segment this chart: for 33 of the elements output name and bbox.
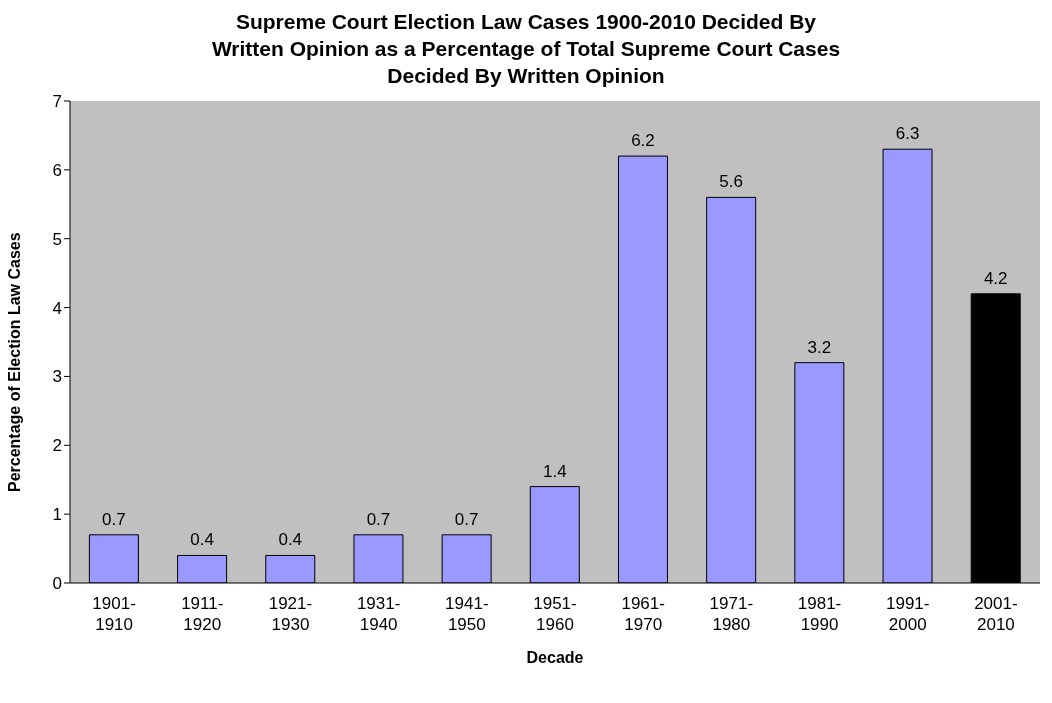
y-tick-label: 1: [52, 505, 62, 525]
data-label: 5.6: [719, 172, 743, 192]
chart-title: Supreme Court Election Law Cases 1900-2010 Decided By Written Opinion as a Percentage of Total Supreme Court Cases Decided By Written Opinion: [210, 9, 842, 89]
x-tick-label: 1991-2000: [885, 594, 930, 634]
x-tick-label: 1981-1990: [797, 594, 842, 634]
y-axis-title: Percentage of Election Law Cases: [5, 232, 23, 492]
y-tick-label: 2: [52, 436, 62, 456]
x-tick-label: 1921-1930: [268, 594, 313, 634]
data-label: 6.3: [895, 124, 920, 144]
y-tick-label: 5: [52, 229, 62, 249]
data-label: 4.2: [983, 268, 1008, 288]
y-tick-label: 4: [52, 298, 62, 318]
y-tick-label: 6: [52, 160, 62, 180]
x-tick-label: 1951-1960: [533, 594, 577, 634]
x-tick-label: 1911-1920: [181, 594, 224, 634]
x-axis-title: Decade: [526, 649, 584, 666]
x-tick-label: 1931-1940: [356, 594, 401, 634]
x-tick-label: 1971-1980: [709, 594, 754, 634]
data-label: 0.7: [454, 509, 479, 529]
y-tick-label: 0: [52, 574, 62, 594]
data-label: 6.2: [631, 131, 655, 151]
y-tick-label: 3: [52, 367, 62, 387]
x-tick-label: 1961-1970: [621, 594, 665, 634]
x-tick-label: 1901-1910: [92, 594, 136, 634]
data-label: 1.4: [542, 461, 567, 481]
x-tick-label: 2001-2010: [974, 594, 1018, 634]
data-label: 0.4: [190, 530, 214, 550]
data-label: 0.7: [102, 509, 126, 529]
data-label: 0.4: [278, 530, 303, 550]
data-label: 0.7: [366, 509, 391, 529]
data-label: 3.2: [807, 337, 832, 357]
y-tick-label: 7: [52, 92, 62, 112]
x-tick-label: 1941-1950: [445, 594, 489, 634]
